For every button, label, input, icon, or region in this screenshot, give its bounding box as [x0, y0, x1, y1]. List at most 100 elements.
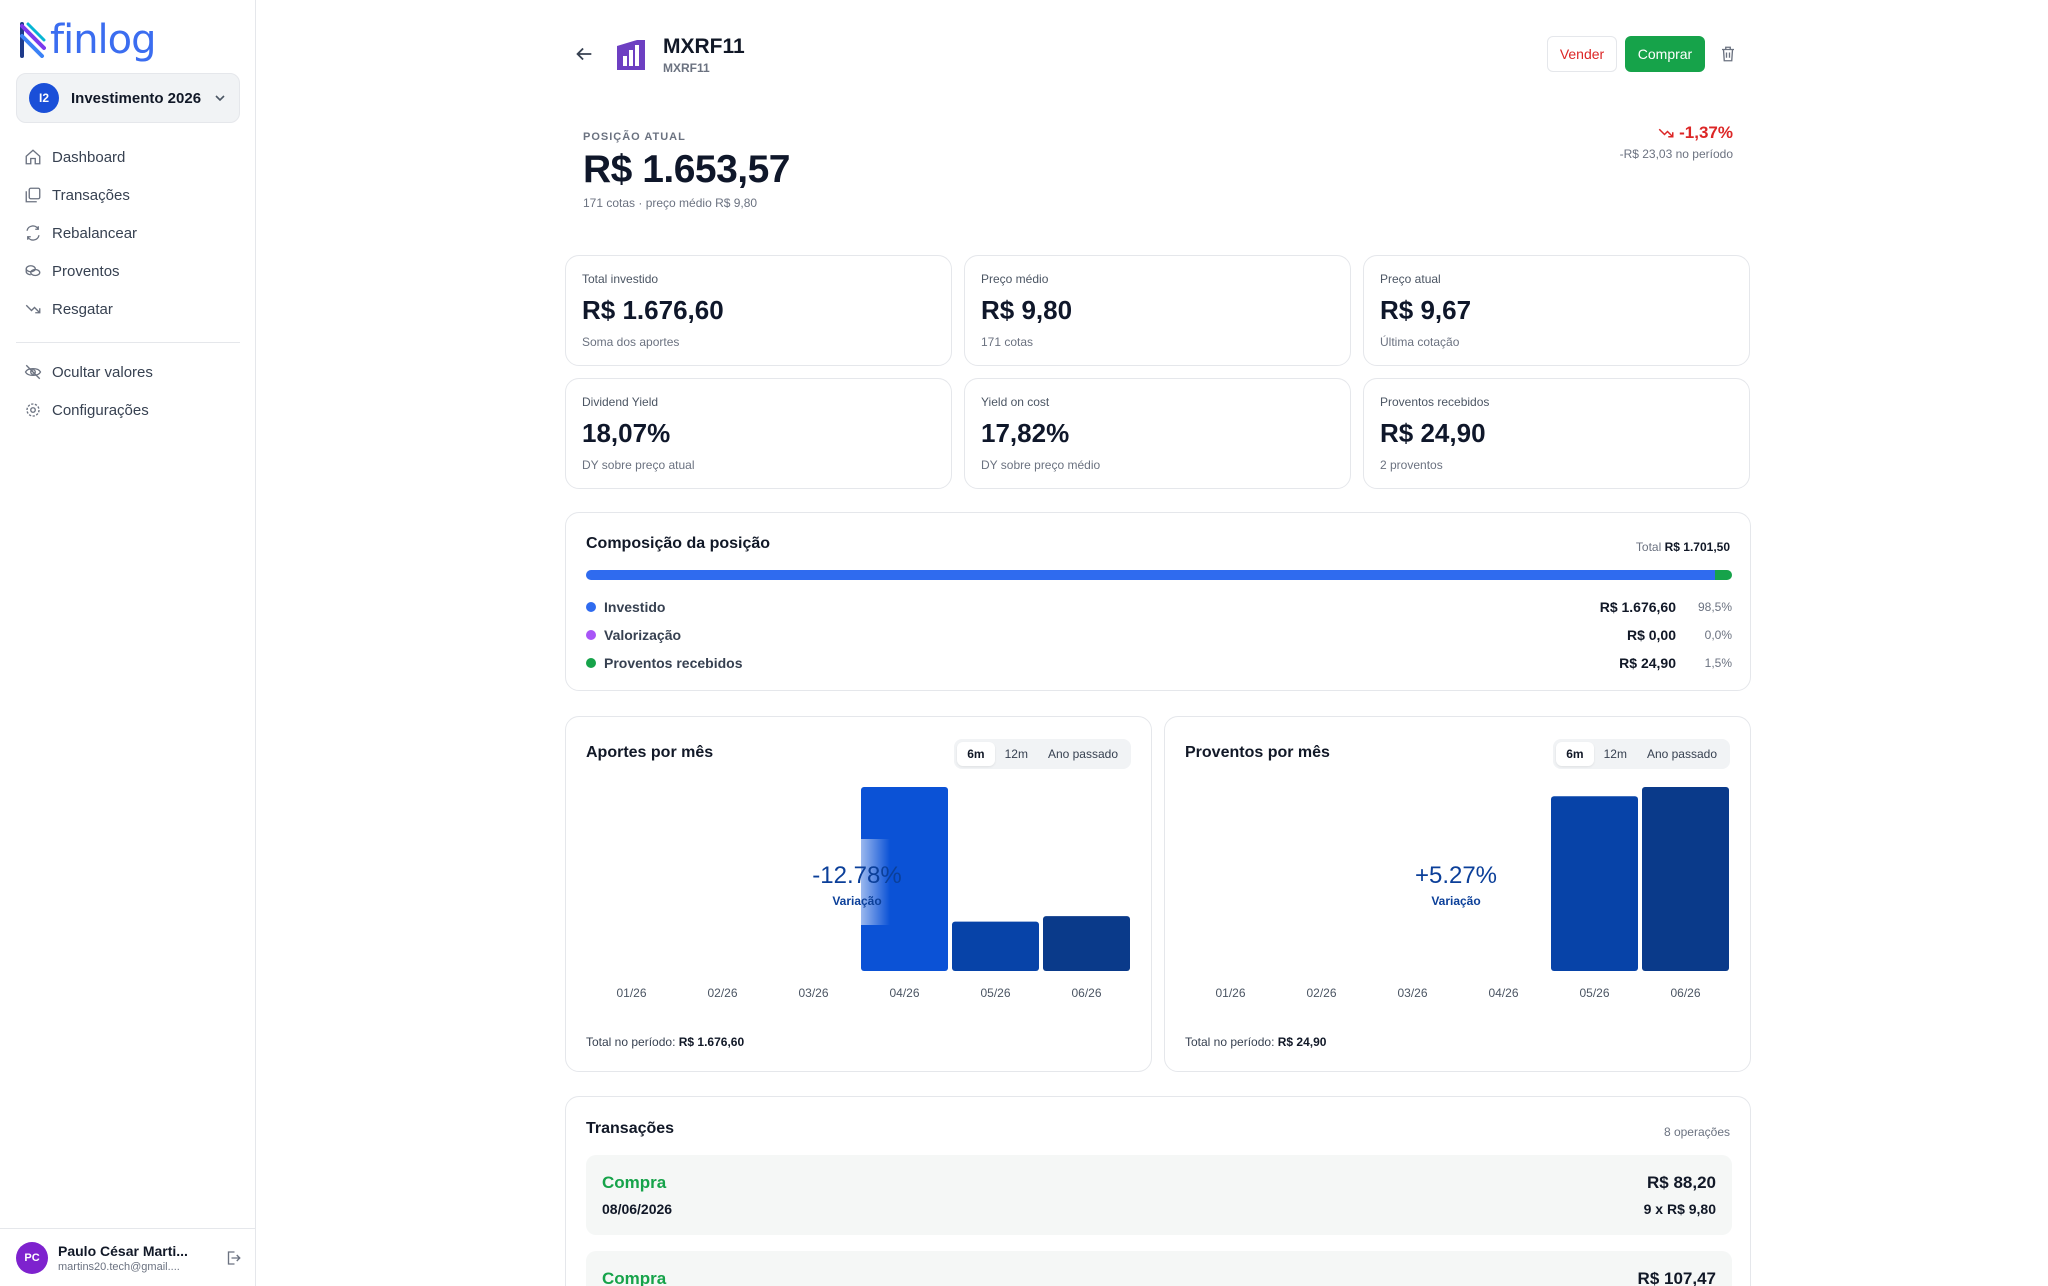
coins-icon	[25, 265, 41, 277]
user-profile: PC Paulo César Marti... martins20.tech@g…	[0, 1228, 256, 1286]
composition-title: Composição da posição	[586, 535, 771, 552]
logo-text: finlog	[50, 17, 157, 63]
sidebar-item-ocultar-valores[interactable]: Ocultar valores	[16, 353, 240, 391]
stats-grid: Total investido R$ 1.676,60 Soma dos apo…	[565, 255, 1751, 489]
stat-sub: Última cotação	[1380, 335, 1460, 349]
period-last-year[interactable]: Ano passado	[1646, 747, 1717, 761]
x-tick-label: 02/26	[1306, 986, 1336, 1000]
stat-label: Dividend Yield	[582, 395, 659, 409]
period-12m[interactable]: 12m	[1603, 747, 1627, 761]
sidebar-item-label: Resgatar	[52, 300, 113, 318]
rebalance-icon	[26, 225, 40, 241]
stat-card-dividend-yield: Dividend Yield 18,07% DY sobre preço atu…	[565, 378, 952, 489]
chart-bar[interactable]	[952, 921, 1039, 971]
composition-pct: 1,5%	[1704, 656, 1732, 670]
transaction-amount: R$ 107,47	[1637, 1269, 1716, 1286]
sell-button[interactable]: Vender	[1547, 36, 1617, 72]
nav-divider	[16, 342, 240, 343]
period-12m[interactable]: 12m	[1004, 747, 1028, 761]
stat-value: R$ 9,80	[981, 295, 1073, 325]
chart-title: Aportes por mês	[586, 744, 714, 761]
composition-segment	[586, 570, 1715, 580]
x-tick-label: 06/26	[1071, 986, 1101, 1000]
period-6m[interactable]: 6m	[957, 742, 995, 766]
stat-label: Preço atual	[1380, 272, 1441, 286]
composition-pct: 0,0%	[1704, 628, 1732, 642]
composition-value: R$ 1.676,60	[1599, 599, 1676, 615]
back-arrow-icon[interactable]	[573, 43, 595, 65]
transaction-type: Compra	[602, 1173, 667, 1192]
composition-legend: Investido R$ 1.676,60 98,5% Valorização …	[586, 593, 1732, 677]
finlog-logo-mark-icon	[20, 22, 46, 58]
finlog-logo[interactable]: finlog	[20, 17, 157, 63]
chart-bar[interactable]	[1043, 916, 1130, 971]
period-6m[interactable]: 6m	[1556, 742, 1594, 766]
stat-sub: DY sobre preço médio	[981, 458, 1101, 472]
composition-row-investido: Investido R$ 1.676,60 98,5%	[586, 593, 1732, 621]
sidebar: finlog I2 Investimento 2026 Dashboard Tr…	[0, 0, 256, 1286]
variation-backdrop	[814, 839, 890, 925]
logout-icon[interactable]	[224, 1249, 242, 1267]
variation-value: -12.78%	[812, 862, 901, 889]
sidebar-item-rebalancear[interactable]: Rebalancear	[16, 214, 240, 252]
portfolio-avatar: I2	[29, 83, 59, 113]
transaction-row[interactable]: Compra R$ 107,47	[586, 1251, 1732, 1286]
stat-sub: DY sobre preço atual	[582, 458, 695, 472]
portfolio-selector[interactable]: I2 Investimento 2026	[16, 73, 240, 123]
stat-value: 18,07%	[582, 418, 671, 448]
x-tick-label: 04/26	[1488, 986, 1518, 1000]
buy-button[interactable]: Comprar	[1625, 36, 1705, 72]
x-tick-label: 03/26	[798, 986, 828, 1000]
avatar[interactable]: PC	[16, 1241, 48, 1274]
stat-sub: Soma dos aportes	[582, 335, 680, 349]
trending-down-icon	[1658, 128, 1674, 138]
transactions-icon	[25, 187, 41, 203]
proventos-bar-chart: +5.27% Variação 01/26 02/26 03/26 04/26 05/2…	[1215, 787, 1729, 1000]
chart-footer: Total no período: R$ 1.676,60	[586, 1035, 744, 1049]
chart-bar[interactable]	[1551, 796, 1638, 971]
variation-label: Variação	[1431, 894, 1480, 908]
position-value: R$ 1.653,57	[583, 148, 791, 191]
composition-value: R$ 24,90	[1619, 655, 1676, 671]
sidebar-item-resgatar[interactable]: Resgatar	[16, 290, 240, 328]
aportes-chart-card: Aportes por mês 6m 12m Ano passado -12.7…	[565, 716, 1152, 1072]
position-change-value: -1,37%	[1679, 123, 1733, 142]
stat-value: R$ 9,67	[1380, 295, 1472, 325]
eye-off-icon	[24, 364, 42, 380]
stat-card-yield-on-cost: Yield on cost 17,82% DY sobre preço médi…	[964, 378, 1351, 489]
composition-name: Investido	[604, 599, 666, 615]
user-name: Paulo César Marti...	[58, 1242, 188, 1259]
sidebar-item-transacoes[interactable]: Transações	[16, 176, 240, 214]
stat-card-total-investido: Total investido R$ 1.676,60 Soma dos apo…	[565, 255, 952, 366]
stat-label: Yield on cost	[981, 395, 1050, 409]
stat-card-proventos-recebidos: Proventos recebidos R$ 24,90 2 proventos	[1363, 378, 1750, 489]
transaction-row[interactable]: Compra 08/06/2026 R$ 88,20 9 x R$ 9,80	[586, 1155, 1732, 1235]
footer-label: Total no período:	[586, 1035, 676, 1049]
sidebar-item-label: Transações	[52, 186, 130, 204]
position-change-sub: -R$ 23,03 no período	[1619, 147, 1733, 161]
composition-total-value: R$ 1.701,50	[1664, 540, 1730, 554]
fund-logo-icon	[613, 36, 649, 74]
legend-dot	[586, 630, 596, 640]
aportes-bar-chart: -12.78% Variação 01/26 02/26 03/26 04/26 05/…	[616, 787, 1130, 1000]
stat-value: R$ 1.676,60	[582, 295, 724, 325]
chart-title: Proventos por mês	[1185, 744, 1330, 761]
stat-label: Preço médio	[981, 272, 1049, 286]
sidebar-item-dashboard[interactable]: Dashboard	[16, 138, 240, 176]
sidebar-item-label: Proventos	[52, 262, 120, 280]
composition-bar	[586, 570, 1732, 580]
sidebar-nav: Dashboard Transações Rebalancear Provent…	[16, 138, 240, 429]
composition-card: Composição da posição Total R$ 1.701,50 …	[565, 512, 1751, 691]
composition-name: Proventos recebidos	[604, 655, 743, 671]
asset-ticker: MXRF11	[663, 35, 745, 58]
period-last-year[interactable]: Ano passado	[1047, 747, 1118, 761]
home-icon	[25, 149, 41, 165]
composition-row-valorizacao: Valorização R$ 0,00 0,0%	[586, 621, 1732, 649]
x-tick-label: 04/26	[889, 986, 919, 1000]
period-selector: 6m 12m Ano passado	[1553, 739, 1730, 769]
chart-bar[interactable]	[1642, 787, 1729, 971]
sidebar-item-proventos[interactable]: Proventos	[16, 252, 240, 290]
sidebar-item-configuracoes[interactable]: Configurações	[16, 391, 240, 429]
variation-label: Variação	[832, 894, 881, 908]
trash-icon[interactable]	[1719, 45, 1737, 63]
